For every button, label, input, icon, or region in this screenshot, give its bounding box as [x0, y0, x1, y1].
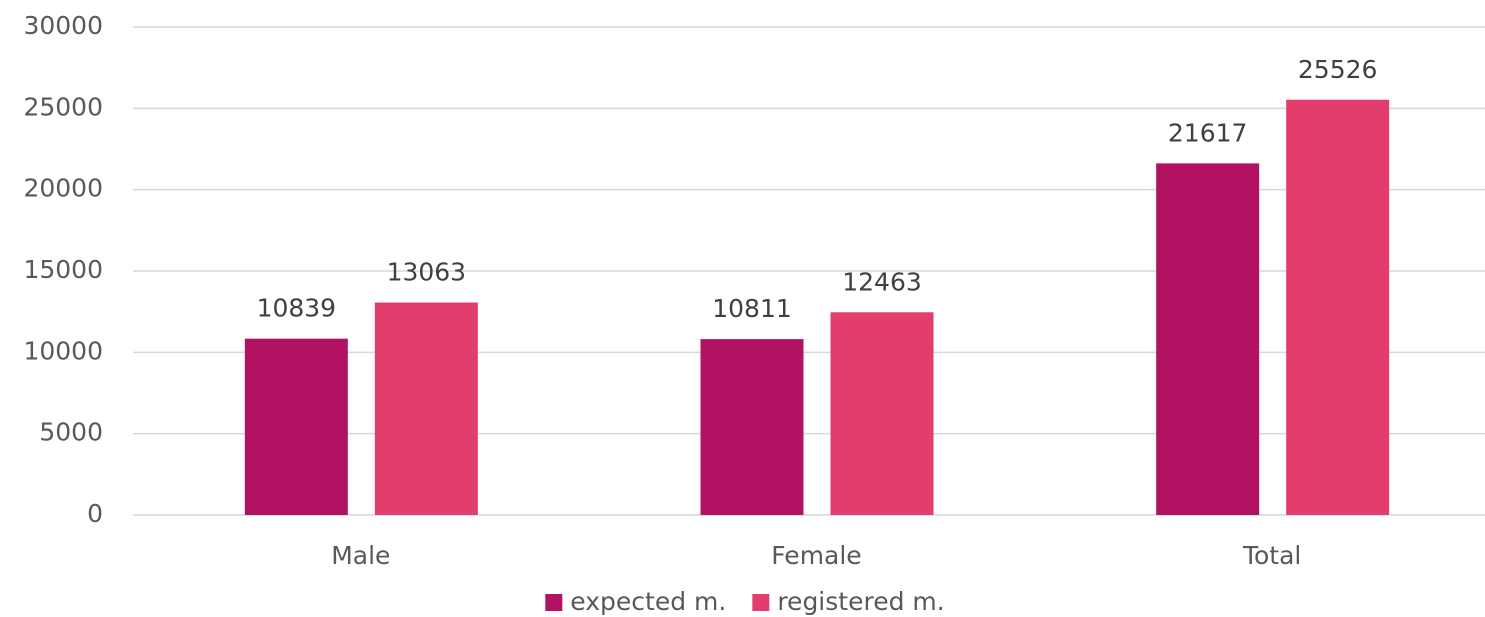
- bar: [1286, 99, 1390, 515]
- x-tick-label: Female: [771, 541, 861, 570]
- y-tick-label: 20000: [23, 174, 103, 203]
- bar: [244, 338, 348, 515]
- legend-swatch: [752, 594, 770, 611]
- y-tick-label: 25000: [23, 92, 103, 121]
- y-tick-label: 0: [87, 499, 103, 528]
- bar: [374, 302, 478, 515]
- legend-label: expected m.: [570, 587, 726, 616]
- data-label: 13063: [387, 258, 467, 287]
- data-label: 21617: [1168, 118, 1248, 147]
- y-tick-label: 15000: [23, 255, 103, 284]
- legend-label: registered m.: [777, 587, 944, 616]
- data-label: 25526: [1298, 55, 1378, 84]
- data-label: 10811: [712, 294, 792, 323]
- data-label: 10839: [257, 294, 337, 323]
- x-tick-label: Total: [1242, 541, 1301, 570]
- bar: [830, 312, 934, 515]
- bar: [1156, 163, 1260, 515]
- bar: [700, 339, 804, 515]
- x-tick-label: Male: [331, 541, 390, 570]
- legend-swatch: [545, 594, 563, 611]
- y-tick-label: 10000: [23, 336, 103, 365]
- y-tick-label: 30000: [23, 11, 103, 40]
- data-label: 12463: [842, 267, 922, 296]
- y-tick-label: 5000: [39, 418, 103, 447]
